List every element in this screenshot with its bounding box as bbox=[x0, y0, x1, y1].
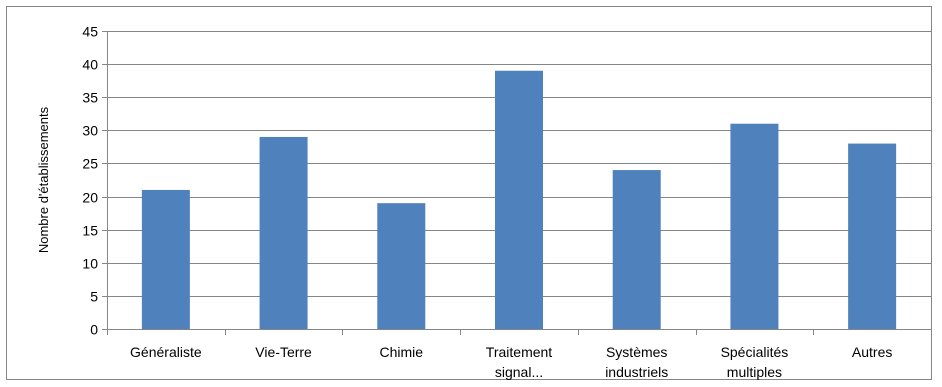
x-tick-label-line: signal... bbox=[495, 364, 543, 380]
x-tick-label-line: Systèmes bbox=[606, 344, 667, 360]
y-tick-label: 0 bbox=[90, 322, 98, 338]
y-tick-label: 15 bbox=[82, 223, 98, 239]
bar-0 bbox=[141, 189, 190, 329]
x-tick-label-line: Autres bbox=[852, 344, 892, 360]
y-tick-label: 45 bbox=[82, 24, 98, 40]
y-tick-label: 25 bbox=[82, 156, 98, 172]
x-tick-label: Systèmes industriels bbox=[605, 344, 668, 380]
x-tick-label: Généraliste bbox=[130, 344, 202, 360]
x-tick-label-line: Généraliste bbox=[130, 344, 202, 360]
x-tick-label-line: multiples bbox=[727, 364, 782, 380]
x-tick-label-line: industriels bbox=[605, 364, 668, 380]
y-axis-title: Nombre d'établissements bbox=[36, 106, 51, 253]
bar-series bbox=[141, 70, 897, 329]
x-tick-label-line: Spécialités bbox=[721, 344, 789, 360]
y-tick-label: 30 bbox=[82, 123, 98, 139]
x-tick-label-line: Vie-Terre bbox=[255, 344, 312, 360]
bar-3 bbox=[495, 70, 543, 329]
bar-6 bbox=[848, 143, 897, 329]
y-tick-label: 40 bbox=[82, 57, 98, 73]
bar-2 bbox=[377, 203, 426, 329]
y-tick-label: 35 bbox=[82, 90, 98, 106]
axes bbox=[102, 31, 932, 335]
y-tick-label: 5 bbox=[90, 289, 98, 305]
x-tick-label: Chimie bbox=[379, 344, 423, 360]
x-tick-label: Traitement signal... bbox=[486, 344, 553, 380]
x-tick-label: Autres bbox=[852, 344, 892, 360]
y-tick-label: 20 bbox=[82, 190, 98, 206]
x-tick-label: Spécialités multiples bbox=[721, 344, 789, 380]
bar-1 bbox=[259, 136, 308, 329]
bar-5 bbox=[730, 123, 779, 329]
bar-4 bbox=[612, 170, 661, 329]
x-tick-label-line: Chimie bbox=[379, 344, 423, 360]
x-tick-labels: Généraliste Vie-Terre Chimie Traitement sign… bbox=[130, 344, 892, 380]
x-tick-label-line: Traitement bbox=[486, 344, 553, 360]
y-tick-labels: 0 5 10 15 20 25 30 35 40 45 bbox=[82, 24, 98, 338]
x-tick-label: Vie-Terre bbox=[255, 344, 312, 360]
y-tick-label: 10 bbox=[82, 256, 98, 272]
